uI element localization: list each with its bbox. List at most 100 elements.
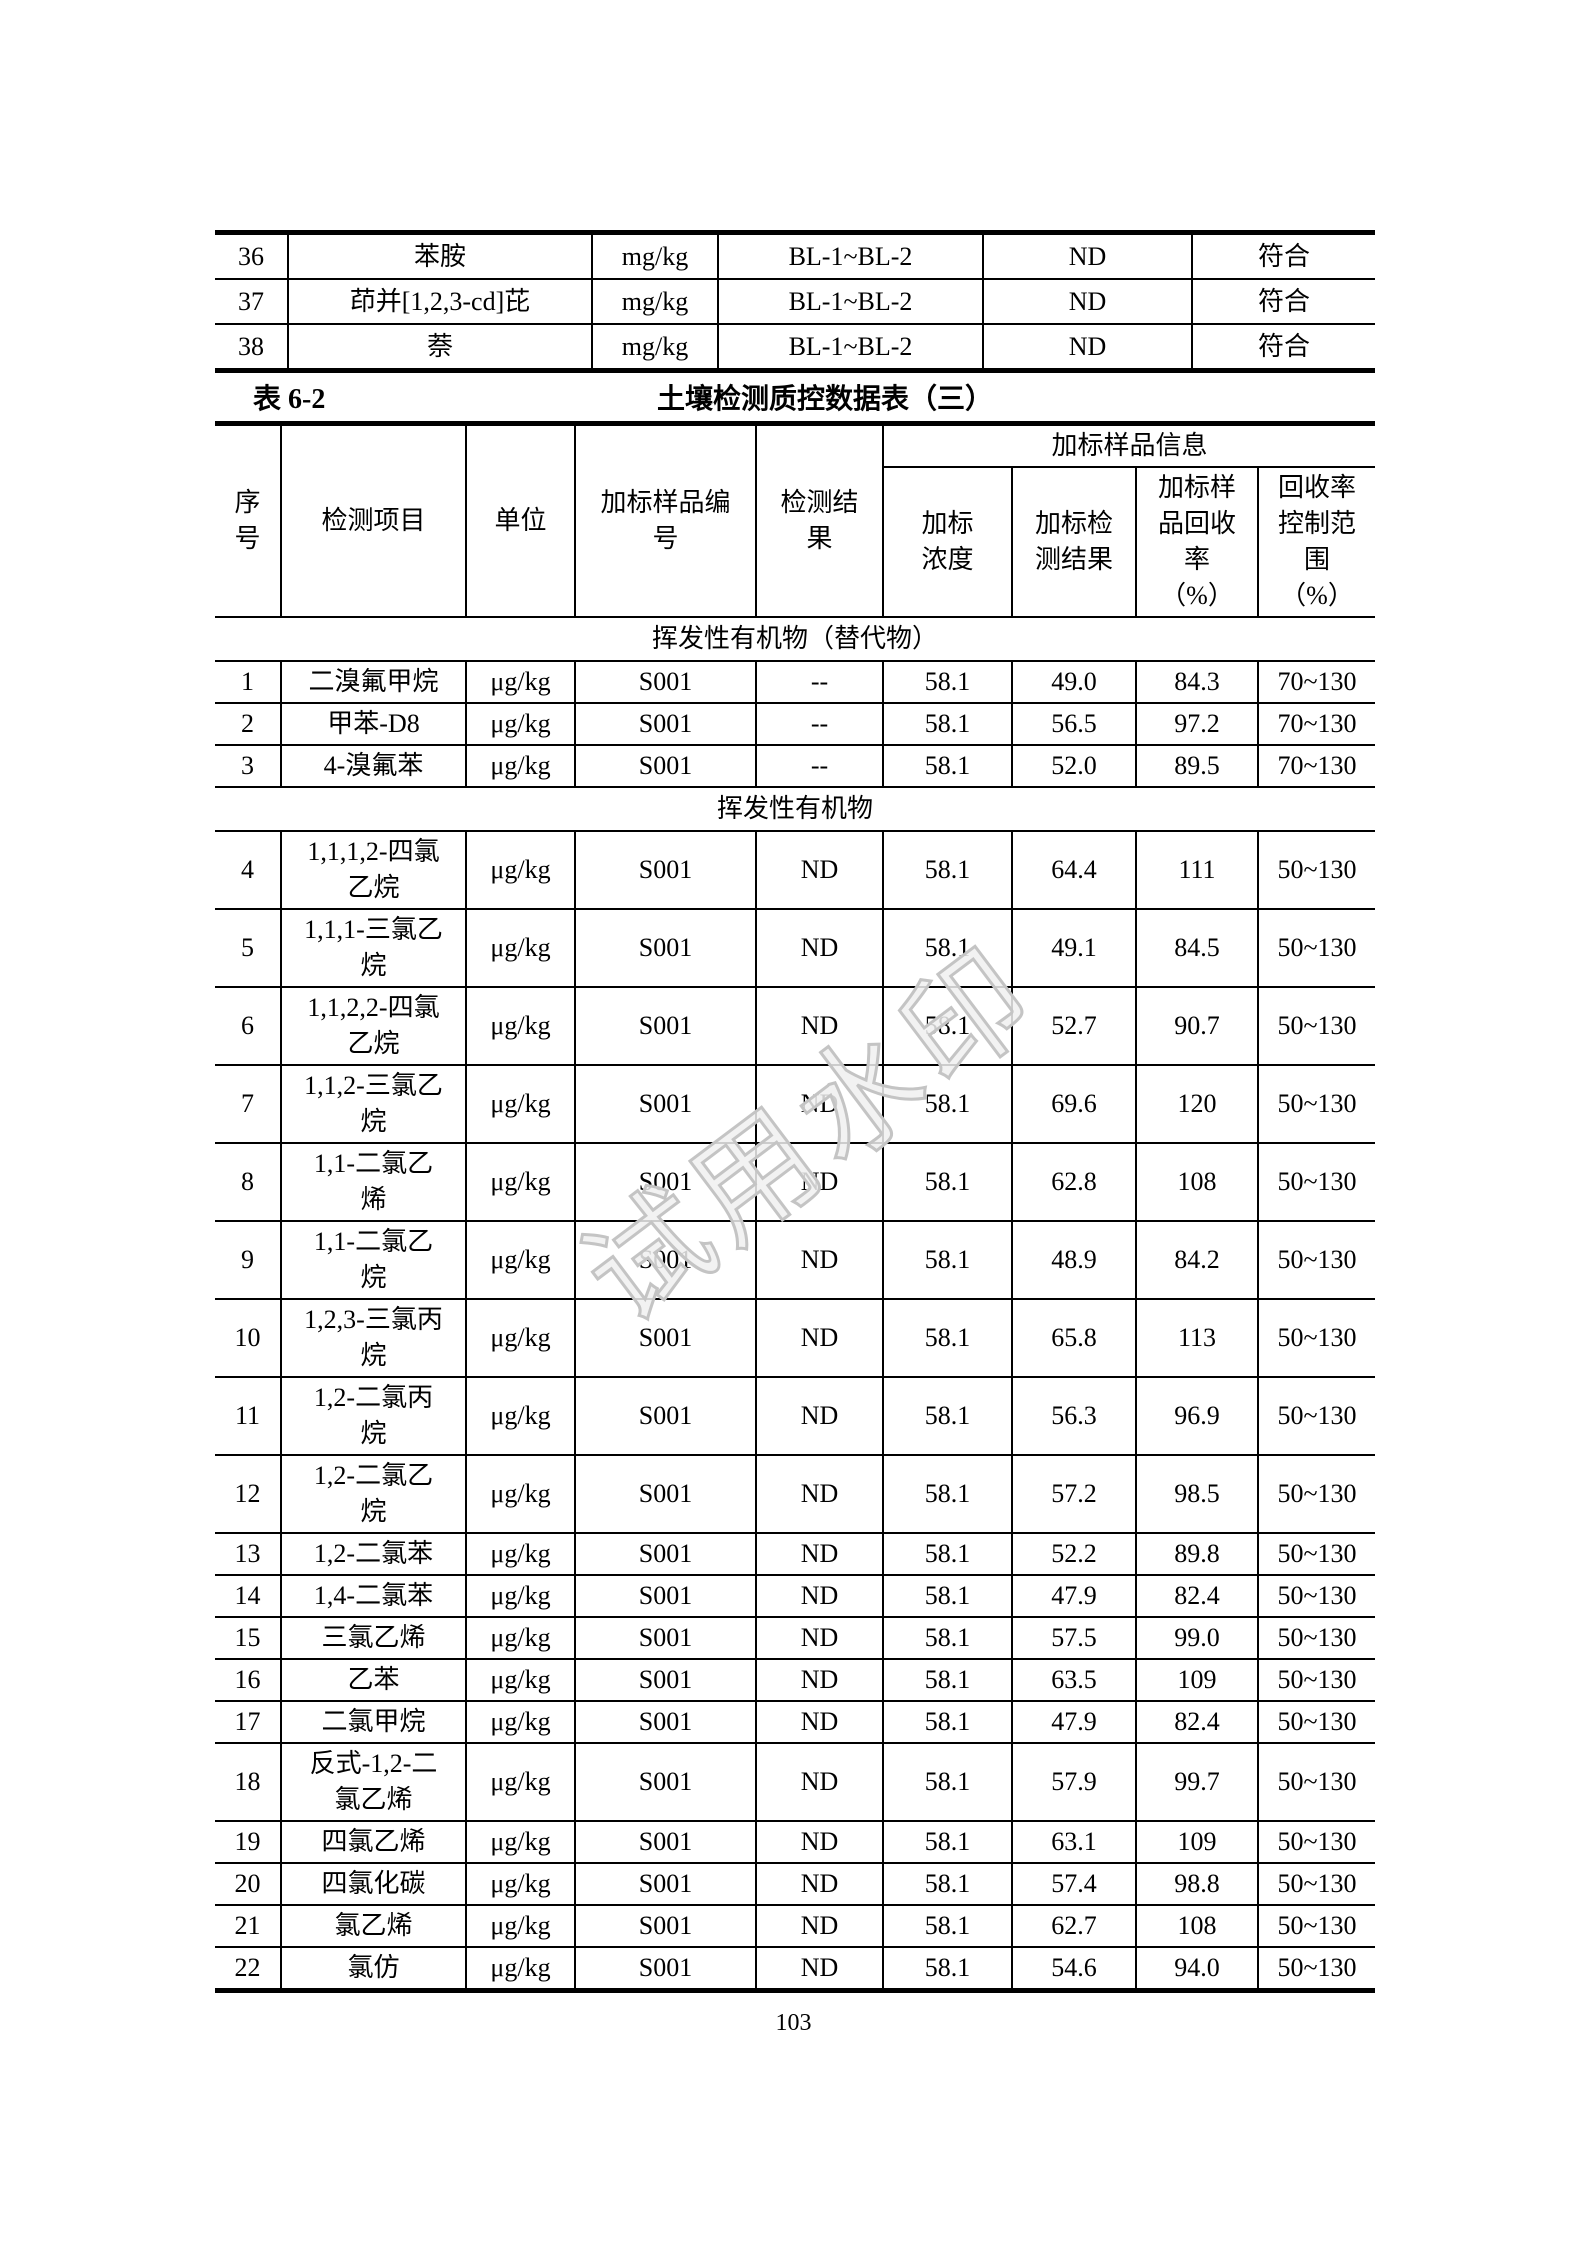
- cell-spike-conc: 58.1: [882, 1220, 1013, 1300]
- cell-sample-id: S001: [574, 986, 757, 1066]
- cell-result: ND: [755, 1616, 884, 1660]
- cell-recovery-range: 50~130: [1256, 1454, 1377, 1534]
- cell-spike-conc: 58.1: [882, 1616, 1013, 1660]
- cell-unit: μg/kg: [465, 1298, 576, 1378]
- header-result: 检测结 果: [755, 422, 884, 618]
- header-spike-result: 加标检 测结果: [1011, 466, 1137, 618]
- qc-row: 18 反式-1,2-二 氯乙烯 μg/kg S001 ND 58.1 57.9 …: [214, 1742, 1377, 1822]
- cell-result: ND: [755, 1574, 884, 1618]
- cell-no: 1: [214, 660, 282, 704]
- cell-item: 1,2-二氯丙 烷: [280, 1376, 467, 1456]
- cell-spike-conc: 58.1: [882, 1532, 1013, 1576]
- cell-spike-result: 47.9: [1011, 1700, 1137, 1744]
- cell-unit: μg/kg: [465, 986, 576, 1066]
- cell-item: 甲苯-D8: [280, 702, 467, 746]
- cell-spike-result: 52.2: [1011, 1532, 1137, 1576]
- cell-no: 19: [214, 1820, 282, 1864]
- cell-unit: μg/kg: [465, 1064, 576, 1144]
- cell-spike-result: 62.7: [1011, 1904, 1137, 1948]
- cell-result: ND: [755, 1862, 884, 1906]
- cell-spike-conc: 58.1: [882, 830, 1013, 910]
- cell-sample-id: S001: [574, 1064, 757, 1144]
- cell-item: 1,1-二氯乙 烷: [280, 1220, 467, 1300]
- cell-sample-id: S001: [574, 1616, 757, 1660]
- cell-unit: μg/kg: [465, 1376, 576, 1456]
- cell-unit: μg/kg: [465, 1616, 576, 1660]
- cell-item: 苯胺: [287, 231, 593, 280]
- cell-item: 1,1,2-三氯乙 烷: [280, 1064, 467, 1144]
- page-content: 36 苯胺 mg/kg BL-1~BL-2 ND 符合 37 茚并[1,2,3-…: [213, 230, 1377, 1993]
- cell-item: 二溴氟甲烷: [280, 660, 467, 704]
- cell-sample-id: S001: [574, 1376, 757, 1456]
- cell-no: 14: [214, 1574, 282, 1618]
- cell-recovery-range: 50~130: [1256, 1064, 1377, 1144]
- cell-recovery: 99.0: [1135, 1616, 1259, 1660]
- cell-result: ND: [982, 231, 1193, 280]
- cell-no: 18: [214, 1742, 282, 1822]
- cell-item: 三氯乙烯: [280, 1616, 467, 1660]
- cell-no: 15: [214, 1616, 282, 1660]
- table-row: 36 苯胺 mg/kg BL-1~BL-2 ND 符合: [214, 231, 1376, 280]
- cell-spike-result: 57.2: [1011, 1454, 1137, 1534]
- cell-unit: μg/kg: [465, 1658, 576, 1702]
- cell-spike-conc: 58.1: [882, 1298, 1013, 1378]
- qc-row: 21 氯乙烯 μg/kg S001 ND 58.1 62.7 108 50~13…: [214, 1904, 1377, 1948]
- section-title: 挥发性有机物（替代物）: [213, 616, 1377, 662]
- cell-result: ND: [755, 1742, 884, 1822]
- cell-result: ND: [755, 1820, 884, 1864]
- cell-result: ND: [755, 1532, 884, 1576]
- cell-item: 氯仿: [280, 1946, 467, 1992]
- cell-result: --: [755, 660, 884, 704]
- cell-unit: μg/kg: [465, 1532, 576, 1576]
- cell-spike-conc: 58.1: [882, 908, 1013, 988]
- cell-no: 5: [214, 908, 282, 988]
- cell-recovery: 120: [1135, 1064, 1259, 1144]
- cell-no: 8: [214, 1142, 282, 1222]
- cell-item: 4-溴氟苯: [280, 744, 467, 788]
- cell-recovery: 82.4: [1135, 1574, 1259, 1618]
- cell-spike-conc: 58.1: [882, 702, 1013, 746]
- cell-spike-result: 49.0: [1011, 660, 1137, 704]
- cell-item: 1,4-二氯苯: [280, 1574, 467, 1618]
- cell-result: ND: [755, 1658, 884, 1702]
- cell-result: ND: [755, 1220, 884, 1300]
- cell-recovery: 96.9: [1135, 1376, 1259, 1456]
- cell-sample-id: S001: [574, 1658, 757, 1702]
- header-unit: 单位: [465, 422, 576, 618]
- cell-recovery: 108: [1135, 1142, 1259, 1222]
- cell-recovery: 84.2: [1135, 1220, 1259, 1300]
- cell-unit: μg/kg: [465, 660, 576, 704]
- cell-item: 1,2,3-三氯丙 烷: [280, 1298, 467, 1378]
- page-number: 103: [775, 2010, 812, 2036]
- cell-spike-conc: 58.1: [882, 660, 1013, 704]
- cell-recovery-range: 70~130: [1256, 660, 1377, 704]
- cell-spike-result: 69.6: [1011, 1064, 1137, 1144]
- cell-result: --: [755, 702, 884, 746]
- cell-recovery-range: 50~130: [1256, 1658, 1377, 1702]
- cell-no: 6: [214, 986, 282, 1066]
- cell-spike-result: 56.3: [1011, 1376, 1137, 1456]
- cell-recovery-range: 50~130: [1256, 1946, 1377, 1992]
- cell-item: 1,2-二氯苯: [280, 1532, 467, 1576]
- cell-recovery: 82.4: [1135, 1700, 1259, 1744]
- cell-recovery: 84.5: [1135, 908, 1259, 988]
- cell-spike-result: 54.6: [1011, 1946, 1137, 1992]
- cell-spike-result: 52.0: [1011, 744, 1137, 788]
- cell-no: 21: [214, 1904, 282, 1948]
- cell-spike-conc: 58.1: [882, 1820, 1013, 1864]
- cell-recovery-range: 50~130: [1256, 1532, 1377, 1576]
- cell-recovery: 99.7: [1135, 1742, 1259, 1822]
- cell-sample-id: S001: [574, 908, 757, 988]
- cell-recovery-range: 50~130: [1256, 1220, 1377, 1300]
- cell-unit: mg/kg: [591, 323, 719, 372]
- cell-no: 38: [214, 323, 289, 372]
- header-recovery-range: 回收率 控制范 围 （%）: [1256, 466, 1377, 618]
- qc-row: 14 1,4-二氯苯 μg/kg S001 ND 58.1 47.9 82.4 …: [214, 1574, 1377, 1618]
- cell-no: 13: [214, 1532, 282, 1576]
- qc-row: 9 1,1-二氯乙 烷 μg/kg S001 ND 58.1 48.9 84.2…: [214, 1220, 1377, 1300]
- cell-spike-conc: 58.1: [882, 744, 1013, 788]
- cell-spike-conc: 58.1: [882, 1574, 1013, 1618]
- cell-sample-id: S001: [574, 744, 757, 788]
- cell-spike-result: 56.5: [1011, 702, 1137, 746]
